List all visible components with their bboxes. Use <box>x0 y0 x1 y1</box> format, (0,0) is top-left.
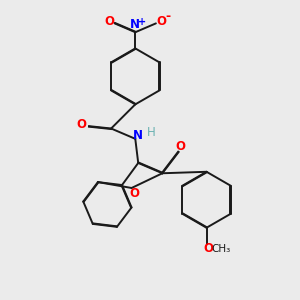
Text: O: O <box>130 187 140 200</box>
Text: O: O <box>175 140 185 153</box>
Text: CH₃: CH₃ <box>211 244 230 254</box>
Text: N: N <box>133 129 142 142</box>
Text: O: O <box>156 15 166 28</box>
Text: O: O <box>104 15 114 28</box>
Text: O: O <box>77 118 87 131</box>
Text: O: O <box>203 242 213 255</box>
Text: N: N <box>130 18 140 31</box>
Text: -: - <box>166 11 171 23</box>
Text: +: + <box>138 17 146 27</box>
Text: H: H <box>147 126 156 140</box>
